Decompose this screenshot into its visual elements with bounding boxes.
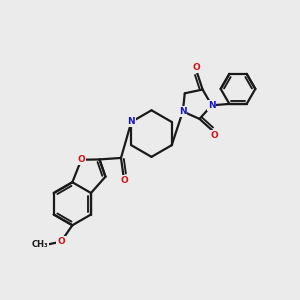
Text: N: N <box>128 117 135 126</box>
Text: CH₃: CH₃ <box>32 240 48 249</box>
Text: N: N <box>179 107 187 116</box>
Text: O: O <box>193 63 200 72</box>
Text: O: O <box>77 155 85 164</box>
Text: N: N <box>208 101 215 110</box>
Text: O: O <box>211 131 218 140</box>
Text: O: O <box>120 176 128 185</box>
Text: O: O <box>57 237 65 246</box>
